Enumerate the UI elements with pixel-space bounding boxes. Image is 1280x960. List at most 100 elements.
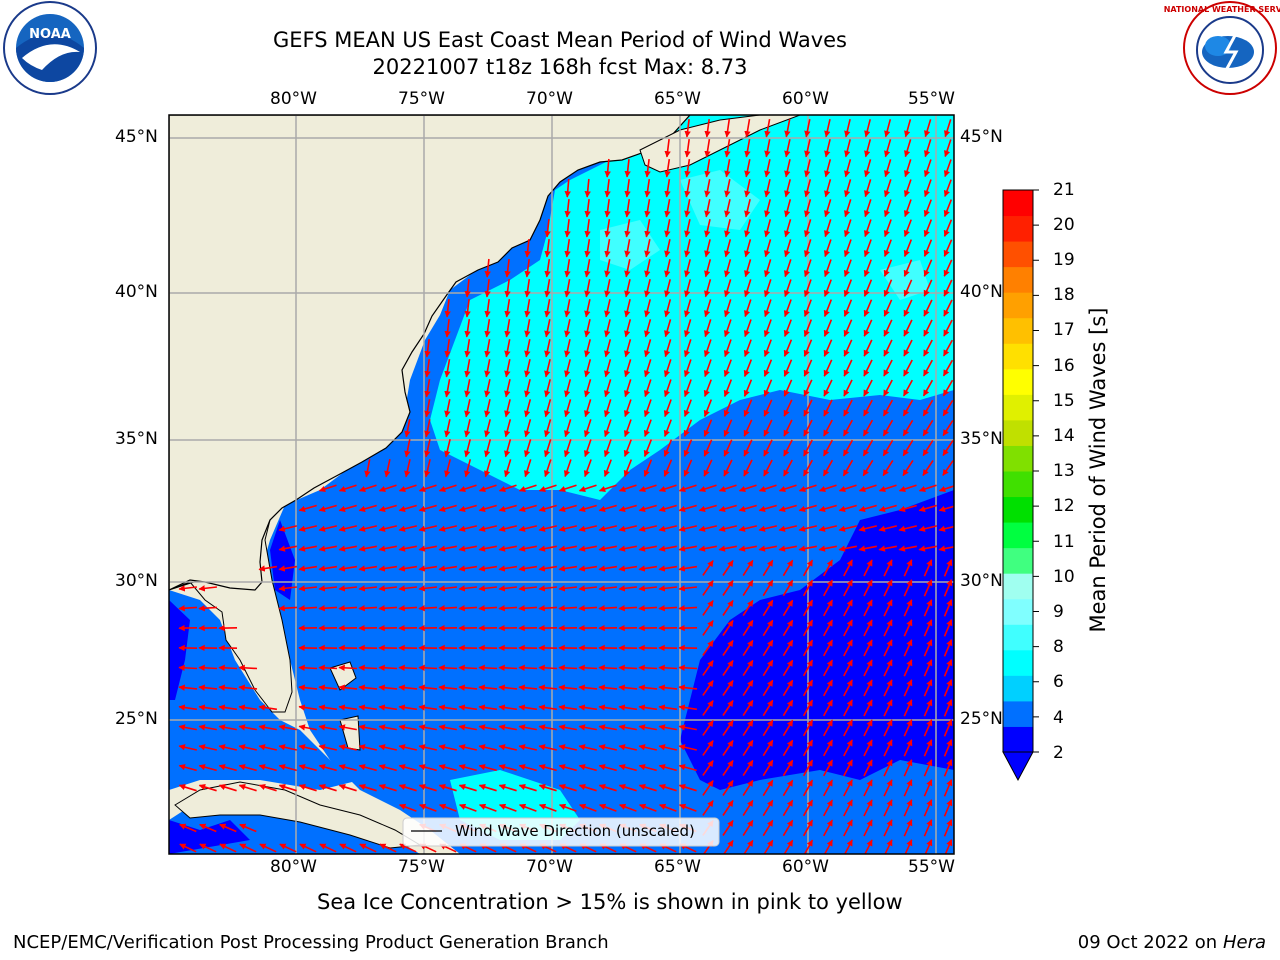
wind-wave-arrow xyxy=(702,560,714,576)
wind-wave-arrow xyxy=(903,579,913,597)
wind-wave-arrow xyxy=(743,399,753,417)
wind-wave-arrow xyxy=(544,359,551,378)
wind-wave-arrow xyxy=(478,484,497,493)
wind-wave-arrow xyxy=(943,699,953,717)
wind-wave-arrow xyxy=(598,664,618,672)
wind-wave-arrow xyxy=(258,565,278,572)
wind-wave-arrow xyxy=(843,219,852,238)
wind-wave-arrow xyxy=(758,504,777,512)
wind-wave-arrow xyxy=(743,379,753,397)
wind-wave-arrow xyxy=(684,279,692,298)
wind-wave-arrow xyxy=(358,764,377,772)
run-date-text: 09 Oct 2022 on xyxy=(1077,932,1223,953)
lat-tick-right: 40°N xyxy=(960,282,1003,302)
colorbar-segment xyxy=(1003,700,1033,727)
wind-wave-arrow xyxy=(822,619,834,637)
wind-wave-arrow xyxy=(943,799,953,817)
wind-wave-arrow xyxy=(524,359,531,378)
wind-wave-arrow xyxy=(858,525,877,532)
wind-wave-arrow xyxy=(923,139,932,158)
wind-wave-arrow xyxy=(258,704,278,711)
colorbar-tick: 18 xyxy=(1053,285,1075,305)
wind-wave-arrow xyxy=(504,419,512,438)
map-gridlines xyxy=(169,115,954,854)
wind-wave-arrow xyxy=(783,339,793,357)
wind-wave-arrow xyxy=(218,684,238,691)
wind-wave-arrow xyxy=(724,199,731,218)
wind-wave-arrow xyxy=(863,819,873,837)
wind-wave-arrow xyxy=(704,138,711,158)
wind-wave-arrow xyxy=(943,759,953,777)
wind-wave-arrow xyxy=(278,545,297,552)
wind-wave-arrow xyxy=(544,278,551,298)
wind-wave-arrow xyxy=(762,639,774,657)
wind-wave-arrow xyxy=(624,299,631,318)
wind-wave-arrow xyxy=(903,819,913,837)
wind-wave-arrow xyxy=(424,358,431,378)
wind-wave-arrow xyxy=(903,179,912,198)
wind-wave-arrow xyxy=(318,504,337,512)
wind-wave-arrow xyxy=(882,419,894,437)
wind-wave-arrow xyxy=(538,525,557,532)
wind-wave-arrow xyxy=(923,179,932,198)
wind-wave-arrow xyxy=(444,439,451,458)
wind-wave-arrow xyxy=(883,639,893,657)
wind-wave-arrow xyxy=(822,659,834,677)
wind-wave-arrow xyxy=(578,664,598,672)
wind-wave-arrow xyxy=(923,779,933,797)
colorbar-segment xyxy=(1003,471,1033,498)
wind-wave-arrow xyxy=(484,279,491,298)
colorbar-segment xyxy=(1003,624,1033,651)
wind-wave-arrow xyxy=(943,639,953,657)
wind-wave-arrow xyxy=(678,605,698,612)
wind-wave-arrow xyxy=(624,198,631,218)
wind-wave-arrow xyxy=(178,744,197,751)
wind-wave-arrow xyxy=(644,339,652,358)
wind-wave-arrow xyxy=(824,159,832,178)
wind-wave-arrow xyxy=(438,605,458,612)
wind-wave-arrow xyxy=(504,339,511,358)
wind-wave-arrow xyxy=(524,379,531,398)
wind-wave-arrow xyxy=(438,484,457,493)
wind-wave-arrow xyxy=(544,379,551,398)
wind-wave-arrow xyxy=(684,299,692,318)
wind-wave-arrow xyxy=(623,379,632,398)
wind-wave-arrow xyxy=(238,664,258,672)
wind-wave-arrow xyxy=(942,440,954,457)
wind-wave-arrow xyxy=(418,764,437,772)
wind-wave-arrow xyxy=(618,803,637,812)
wind-wave-arrow xyxy=(778,545,797,552)
wind-wave-arrow xyxy=(199,843,217,853)
wind-wave-arrow xyxy=(842,439,854,457)
colorbar-segment xyxy=(1003,649,1033,676)
wind-wave-arrow xyxy=(883,679,893,697)
wind-wave-arrow xyxy=(702,660,714,676)
wind-wave-arrow xyxy=(723,319,732,338)
wind-wave-arrow xyxy=(644,198,651,218)
wind-wave-arrow xyxy=(638,565,658,572)
wind-wave-arrow xyxy=(358,504,377,512)
wind-wave-arrow xyxy=(763,299,772,318)
wind-wave-arrow xyxy=(784,179,791,198)
wind-wave-arrow xyxy=(843,259,852,278)
wind-wave-arrow xyxy=(802,699,814,717)
wind-wave-arrow xyxy=(943,219,953,237)
wind-wave-arrow xyxy=(638,504,657,512)
wind-wave-arrow xyxy=(259,843,277,853)
wind-wave-arrow xyxy=(438,525,457,532)
wind-wave-arrow xyxy=(718,525,737,532)
wind-wave-arrow xyxy=(418,525,437,532)
wind-wave-arrow xyxy=(544,419,552,438)
wind-wave-arrow xyxy=(538,744,557,751)
wind-wave-arrow xyxy=(538,585,557,592)
wind-wave-arrow xyxy=(902,439,914,457)
wind-wave-arrow xyxy=(498,764,517,772)
wind-wave-arrow xyxy=(578,704,598,711)
wind-wave-arrow xyxy=(518,605,538,612)
wind-wave-arrow xyxy=(638,525,657,532)
wind-wave-arrow xyxy=(918,545,937,552)
wind-wave-arrow xyxy=(558,545,577,552)
wind-wave-arrow xyxy=(298,585,317,592)
wind-wave-arrow xyxy=(198,744,217,751)
wind-wave-arrow xyxy=(478,664,498,672)
